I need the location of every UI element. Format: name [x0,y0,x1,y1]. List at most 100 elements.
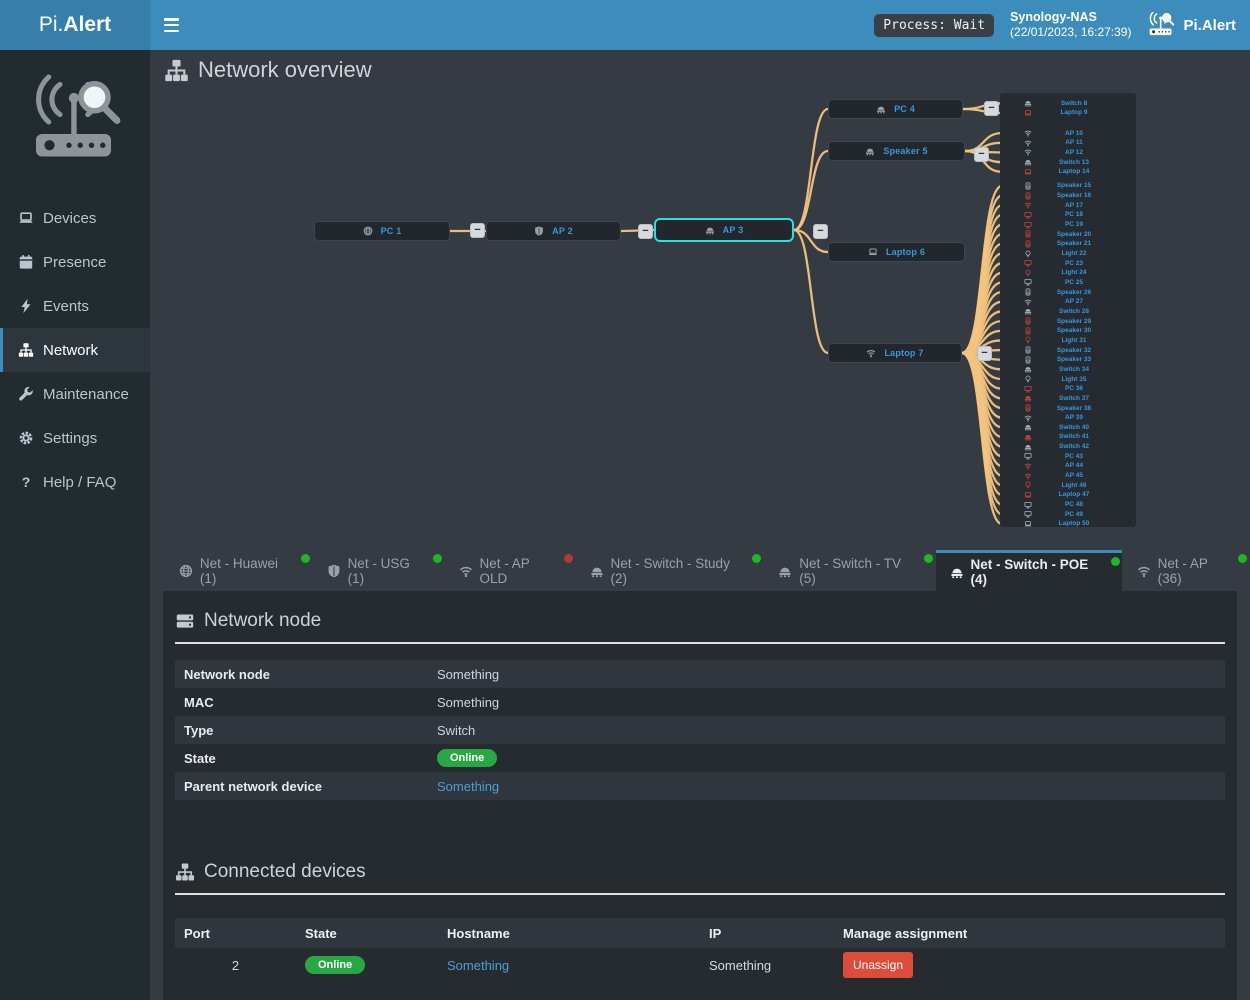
device-list-item-light-46[interactable]: Light 46 [1000,480,1136,490]
network-node-pc-1[interactable]: PC 1 [314,221,450,241]
device-list-item-speaker-33[interactable]: Speaker 33 [1000,355,1136,365]
device-list-item-speaker-32[interactable]: Speaker 32 [1000,345,1136,355]
device-list-item-switch-28[interactable]: Switch 28 [1000,307,1136,317]
sidebar-item-help-faq[interactable]: Help / FAQ [0,460,150,504]
device-label: Switch 34 [1059,365,1089,373]
sidebar-item-settings[interactable]: Settings [0,416,150,460]
tab-net-ap-old[interactable]: Net - AP OLD [445,550,575,591]
device-list-item-light-31[interactable]: Light 31 [1000,336,1136,346]
server-icon [175,611,195,631]
sidebar-item-network[interactable]: Network [0,328,150,372]
pialert-home-link[interactable]: Pi.Alert [1147,12,1236,38]
device-label: PC 18 [1064,211,1084,219]
device-list-item-ap-44[interactable]: AP 44 [1000,461,1136,471]
wifi-icon [1024,139,1032,147]
device-list-item-ap-39[interactable]: AP 39 [1000,413,1136,423]
device-list-item-speaker-26[interactable]: Speaker 26 [1000,287,1136,297]
network-node-laptop-7[interactable]: Laptop 7 [828,343,962,363]
device-list-item-switch-40[interactable]: Switch 40 [1000,423,1136,433]
device-list-item-pc-48[interactable]: PC 48 [1000,500,1136,510]
sidebar-item-events[interactable]: Events [0,284,150,328]
collapse-minus-button[interactable]: − [470,223,485,238]
device-label: Switch 42 [1059,443,1089,451]
network-node-row: Type Switch [175,716,1225,744]
device-list-item-pc-19[interactable]: PC 19 [1000,220,1136,230]
pialert-logo [27,74,123,170]
unassign-button[interactable]: Unassign [843,952,914,978]
collapse-minus-button[interactable]: − [974,147,989,162]
bulb-icon [1024,269,1032,277]
device-list-item-light-35[interactable]: Light 35 [1000,374,1136,384]
device-list-item-switch-13[interactable]: Switch 13 [1000,157,1136,167]
device-list-item-pc-49[interactable]: PC 49 [1000,509,1136,519]
network-node-row: State Online [175,744,1225,772]
tab-net-switch-study-2[interactable]: Net - Switch - Study (2) [576,550,764,591]
device-list-item-switch-34[interactable]: Switch 34 [1000,365,1136,375]
device-list-item-speaker-30[interactable]: Speaker 30 [1000,326,1136,336]
collapse-minus-button[interactable]: − [638,224,653,239]
parent-device-link[interactable]: Something [437,778,500,794]
device-label: Laptop 9 [1060,109,1088,117]
device-list-item-speaker-20[interactable]: Speaker 20 [1000,229,1136,239]
device-list-item-ap-17[interactable]: AP 17 [1000,200,1136,210]
wifi-icon [1024,201,1032,209]
device-list-item-laptop-50[interactable]: Laptop 50 [1000,519,1136,529]
device-label: AP 17 [1065,201,1083,209]
tab-net-switch-tv-5[interactable]: Net - Switch - TV (5) [764,550,934,591]
device-list-item-switch-42[interactable]: Switch 42 [1000,442,1136,452]
device-list-item-ap-10[interactable]: AP 10 [1000,128,1136,138]
status-dot-green [1110,557,1120,566]
tab-net-huawei-1[interactable]: Net - Huawei (1) [165,550,312,591]
node-label: AP 3 [722,225,744,235]
collapse-minus-button[interactable]: − [977,346,992,361]
sidebar-item-maintenance[interactable]: Maintenance [0,372,150,416]
device-list-item-speaker-38[interactable]: Speaker 38 [1000,403,1136,413]
wifi-icon [866,348,876,358]
tab-net-switch-poe-4[interactable]: Net - Switch - POE (4) [935,550,1122,591]
hamburger-menu-icon[interactable] [164,18,184,32]
network-node-ap-3[interactable]: AP 3 [654,218,794,242]
device-list-item-speaker-15[interactable]: Speaker 15 [1000,181,1136,191]
brand-logo[interactable]: Pi. Alert [0,0,150,50]
device-label: Speaker 32 [1056,346,1092,354]
device-list-item-pc-36[interactable]: PC 36 [1000,384,1136,394]
switch-icon [590,564,604,578]
device-group: AP 10 AP 11 AP 12 Switch 13 Laptop 14 [1000,128,1136,176]
device-list-item-ap-27[interactable]: AP 27 [1000,297,1136,307]
device-list-item-laptop-9[interactable]: Laptop 9 [1000,108,1136,118]
network-node-ap-2[interactable]: AP 2 [486,221,621,241]
device-list-item-light-22[interactable]: Light 22 [1000,249,1136,259]
device-list-item-switch-8[interactable]: Switch 8 [1000,99,1136,109]
device-list-item-light-24[interactable]: Light 24 [1000,268,1136,278]
sidebar-item-presence[interactable]: Presence [0,240,150,284]
tab-label: Net - AP OLD [479,555,530,586]
device-list-item-pc-18[interactable]: PC 18 [1000,210,1136,220]
device-list-item-speaker-21[interactable]: Speaker 21 [1000,239,1136,249]
device-list-item-pc-43[interactable]: PC 43 [1000,451,1136,461]
link-line [960,351,1004,429]
section-divider [175,642,1225,644]
state-cell: Online [296,948,438,982]
device-list-item-ap-12[interactable]: AP 12 [1000,148,1136,158]
device-list-item-speaker-29[interactable]: Speaker 29 [1000,316,1136,326]
device-list-item-ap-45[interactable]: AP 45 [1000,471,1136,481]
hostname-link[interactable]: Something [447,957,510,973]
network-node-laptop-6[interactable]: Laptop 6 [828,242,965,262]
network-node-pc-4[interactable]: PC 4 [828,99,963,119]
collapse-minus-button[interactable]: − [813,224,828,239]
device-list-item-speaker-16[interactable]: Speaker 16 [1000,191,1136,201]
sidebar-item-devices[interactable]: Devices [0,196,150,240]
tab-net-usg-1[interactable]: Net - USG (1) [313,550,444,591]
device-list-item-switch-41[interactable]: Switch 41 [1000,432,1136,442]
tab-net-ap-36[interactable]: Net - AP (36) [1123,550,1249,591]
process-status-badge[interactable]: Process: Wait [874,13,995,37]
device-list-item-pc-25[interactable]: PC 25 [1000,278,1136,288]
device-list-item-laptop-14[interactable]: Laptop 14 [1000,167,1136,177]
collapse-minus-button[interactable]: − [984,101,999,116]
bulb-icon [1024,375,1032,383]
device-list-item-pc-23[interactable]: PC 23 [1000,258,1136,268]
device-list-item-switch-37[interactable]: Switch 37 [1000,394,1136,404]
network-node-speaker-5[interactable]: Speaker 5 [828,141,965,161]
device-list-item-ap-11[interactable]: AP 11 [1000,138,1136,148]
device-list-item-laptop-47[interactable]: Laptop 47 [1000,490,1136,500]
